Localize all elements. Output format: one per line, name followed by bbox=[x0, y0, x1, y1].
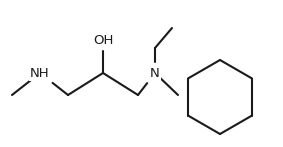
Text: OH: OH bbox=[93, 34, 113, 47]
Text: NH: NH bbox=[30, 66, 50, 80]
Text: N: N bbox=[150, 66, 160, 80]
